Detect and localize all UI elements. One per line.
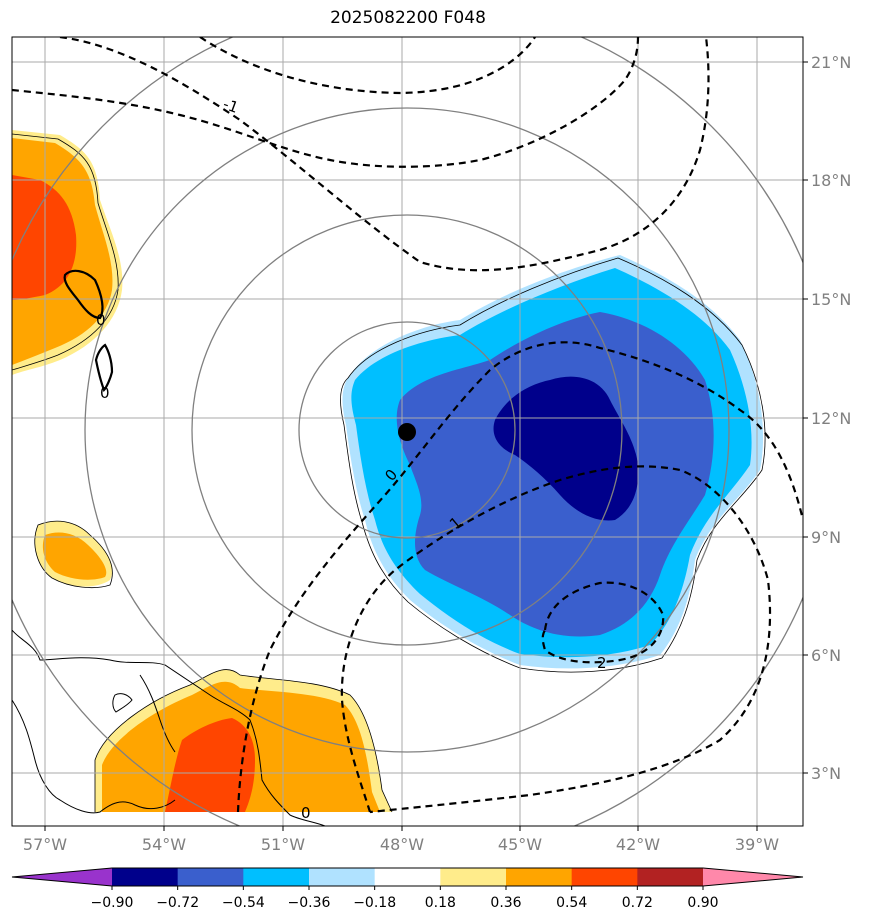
lon-axis	[44, 826, 758, 831]
contour-west-zero-1	[63, 269, 104, 320]
coastlines	[12, 629, 326, 826]
coastline-south-america	[12, 629, 326, 826]
colorbar-segment	[637, 868, 704, 886]
range-ring-2	[191, 214, 623, 646]
colorbar: −0.90 −0.72 −0.54 −0.36 −0.18 0.18 0.36 0.54 0.7…	[11, 867, 804, 911]
positive-anomaly-south	[94, 669, 393, 813]
lon-label: 57°W	[23, 835, 67, 854]
contour-two	[541, 581, 665, 664]
lon-label: 54°W	[142, 835, 186, 854]
colorbar-segment	[506, 868, 573, 886]
small-outline	[34, 520, 113, 589]
contour-label-zero-south: 0	[301, 804, 311, 822]
lat-label: 6°N	[811, 646, 841, 665]
island-outline	[112, 693, 133, 713]
colorbar-tick-label: 0.36	[490, 895, 521, 911]
contour-label-zero-west-2: 0	[100, 384, 110, 402]
positive-anomaly-west	[12, 130, 123, 375]
colorbar-segment	[374, 868, 441, 886]
lat-label: 12°N	[811, 409, 851, 428]
range-rings	[12, 37, 803, 826]
colorbar-segment	[571, 868, 638, 886]
colorbar-tick-label: 0.90	[687, 895, 718, 911]
colorbar-extend-low	[12, 868, 112, 886]
lat-label: 18°N	[811, 171, 851, 190]
range-ring-3	[84, 107, 730, 753]
colorbar-segment	[243, 868, 310, 886]
south-outline	[94, 669, 393, 813]
lat-label: 21°N	[811, 53, 851, 72]
map-content: -1 0 0 0 0 1 2	[12, 37, 803, 826]
lat-label: 9°N	[811, 528, 841, 547]
river-outline	[139, 674, 176, 753]
contour-label-zero-west: 0	[96, 311, 106, 329]
west-band-red	[12, 175, 77, 300]
colorbar-segment	[112, 868, 179, 886]
anomaly-band-navy	[493, 376, 639, 521]
lon-label: 45°W	[498, 835, 542, 854]
storm-center-marker	[398, 423, 416, 441]
dashed-contours	[12, 37, 803, 814]
colorbar-segment	[440, 868, 507, 886]
colorbar-extend-high	[703, 868, 803, 886]
small-band-orange	[42, 532, 107, 580]
colorbar-segment	[177, 868, 244, 886]
contour-label-neg-one: -1	[221, 95, 241, 117]
coastline-inner	[12, 699, 176, 814]
negative-anomaly-region	[340, 255, 766, 673]
contour-zero	[236, 341, 803, 813]
lat-label: 15°N	[811, 290, 851, 309]
solid-contours	[63, 269, 114, 392]
graticule	[12, 37, 803, 826]
colorbar-tick-label: −0.54	[222, 895, 265, 911]
colorbar-tick-label: 0.72	[622, 895, 653, 911]
colorbar-tick-label: −0.36	[288, 895, 331, 911]
colorbar-tick-label: 0.18	[425, 895, 456, 911]
colorbar-tick-label: −0.18	[353, 895, 396, 911]
lat-axis	[803, 61, 808, 774]
colorbar-segment	[309, 868, 376, 886]
colorbar-tick-label: −0.90	[91, 895, 134, 911]
contour-top-2	[12, 37, 640, 168]
contour-west-zero-2	[94, 343, 114, 392]
map-frame	[11, 36, 804, 827]
colorbar-tick-label: −0.72	[156, 895, 199, 911]
south-band-red	[165, 718, 255, 812]
contour-label-two: 2	[597, 654, 607, 672]
lat-label: 3°N	[811, 764, 841, 783]
lon-label: 39°W	[735, 835, 779, 854]
contour-neg-one	[59, 37, 710, 272]
colorbar-tick-label: 0.54	[556, 895, 587, 911]
lon-label: 42°W	[616, 835, 660, 854]
west-outline	[12, 133, 119, 371]
lon-label: 48°W	[380, 835, 424, 854]
map-title: 2025082200 F048	[330, 8, 486, 28]
contour-top-1	[199, 37, 536, 95]
range-ring-1	[298, 321, 516, 539]
lon-label: 51°W	[261, 835, 305, 854]
contour-one	[340, 465, 772, 814]
